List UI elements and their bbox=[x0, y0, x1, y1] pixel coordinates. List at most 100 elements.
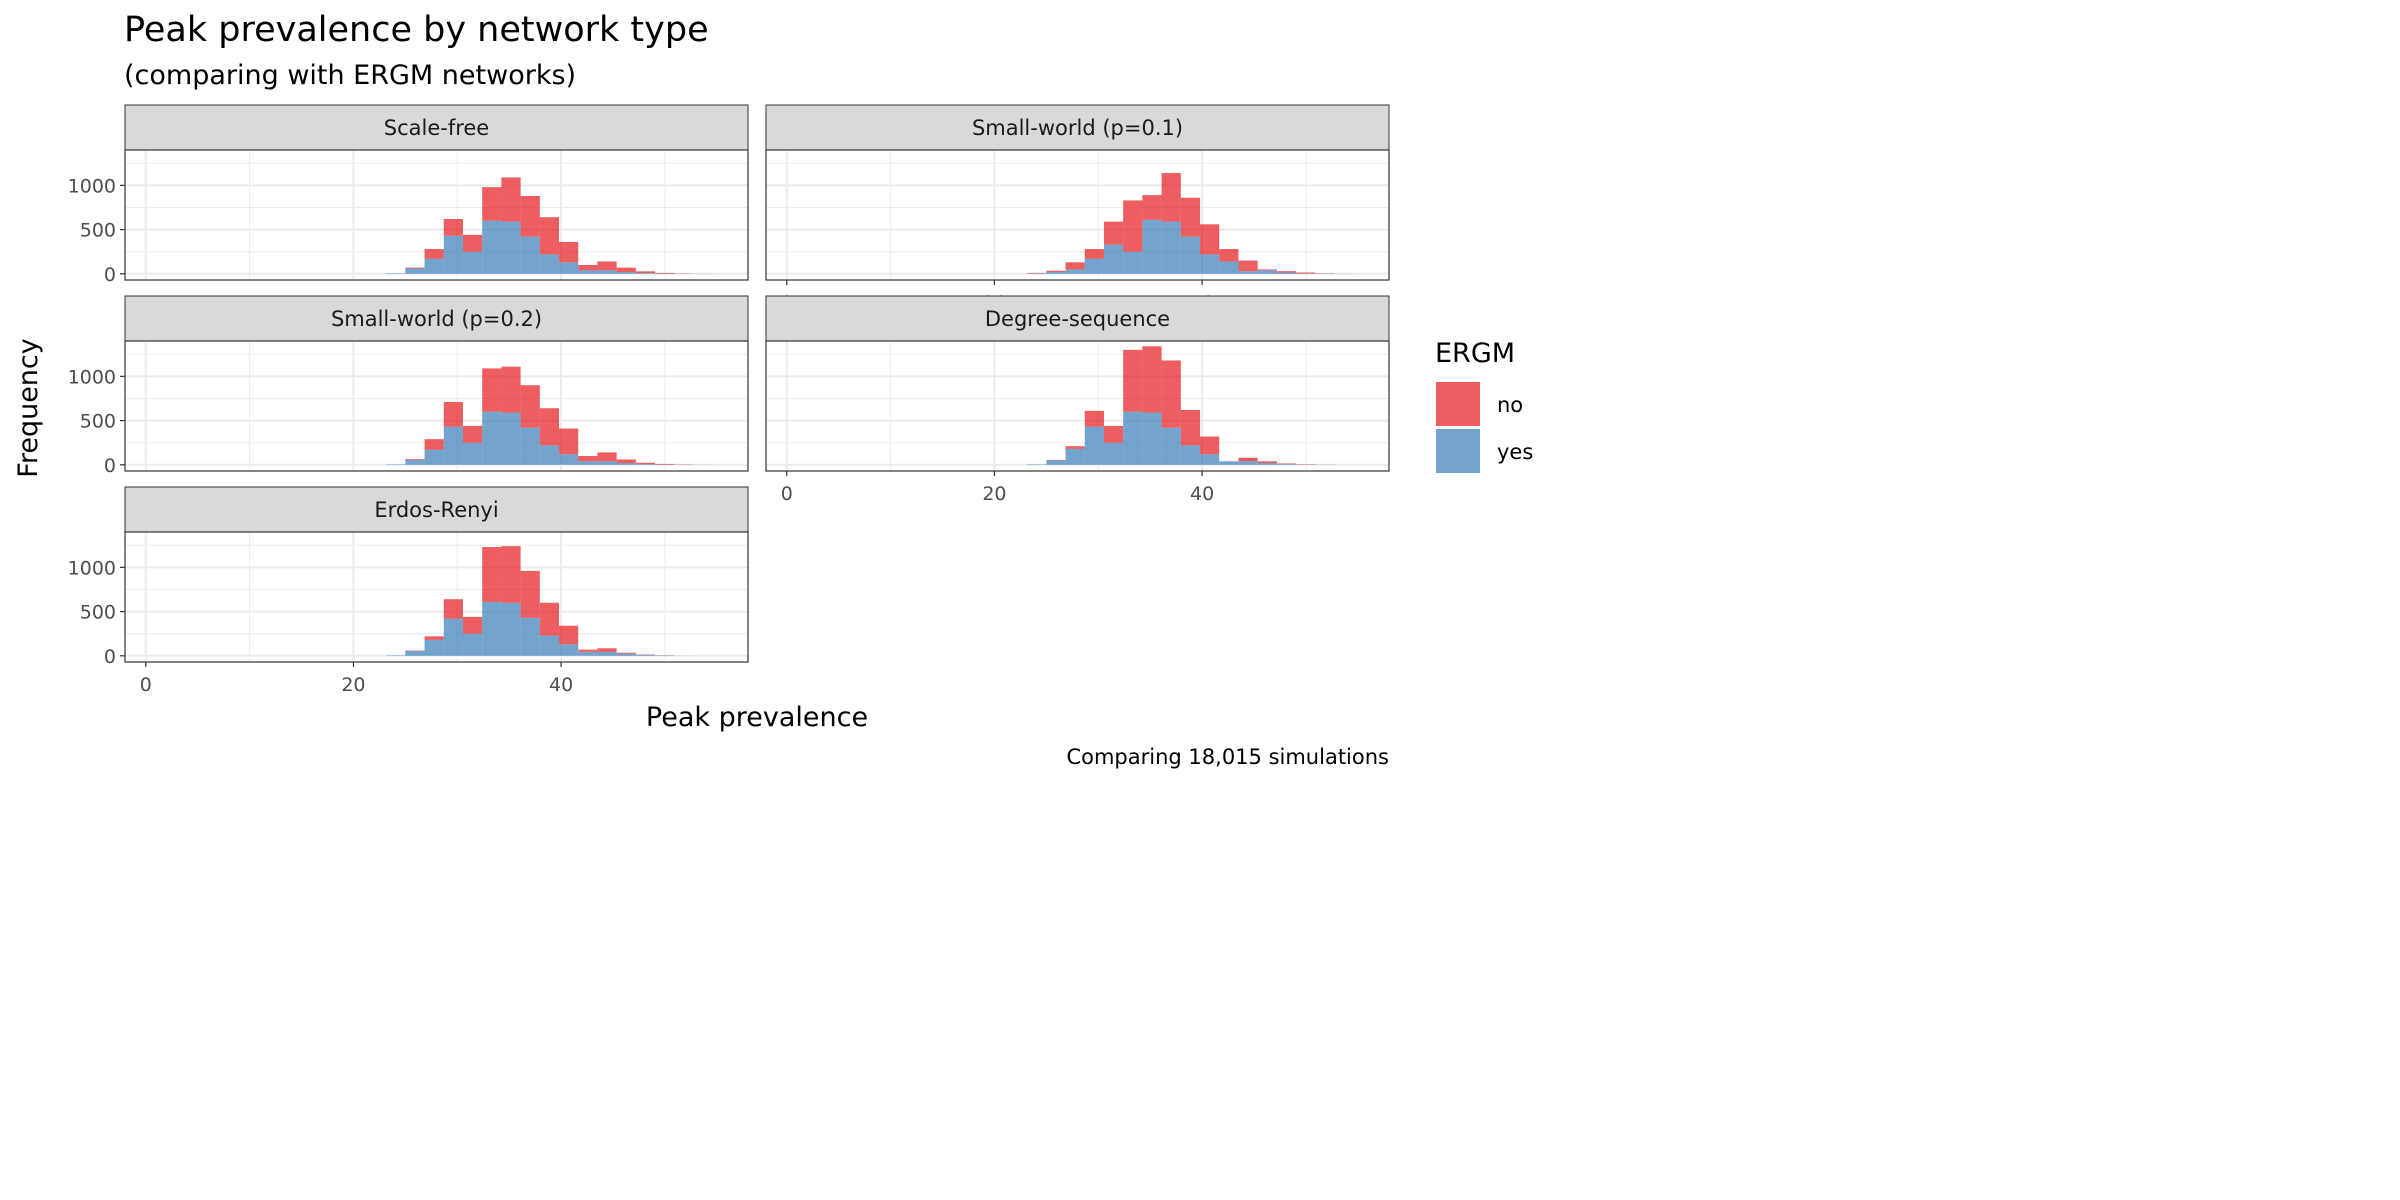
y-tick-label: 1000 bbox=[68, 175, 116, 197]
bar-yes bbox=[520, 617, 540, 656]
bar-yes bbox=[482, 601, 502, 656]
bar-yes bbox=[559, 262, 579, 274]
chart-root: Peak prevalence by network type (compari… bbox=[0, 0, 1545, 777]
x-tick-label: 0 bbox=[781, 483, 793, 505]
facet-strip-label: Scale-free bbox=[384, 116, 489, 140]
bar-yes bbox=[1238, 271, 1258, 274]
bar-no bbox=[1103, 425, 1124, 443]
bar-yes bbox=[462, 251, 483, 274]
bar-no bbox=[539, 217, 560, 255]
bar-yes bbox=[539, 635, 560, 656]
y-tick-label: 0 bbox=[104, 264, 116, 286]
bar-yes bbox=[616, 653, 636, 656]
facet-panel: Erdos-Renyi 0 500 1000 0 20 40 bbox=[68, 486, 749, 696]
x-tick-label: 40 bbox=[549, 674, 573, 696]
bar-no bbox=[1296, 272, 1316, 274]
bar-yes bbox=[1257, 270, 1277, 274]
bar-no bbox=[597, 452, 617, 462]
bar-yes bbox=[520, 236, 540, 274]
bar-yes bbox=[405, 268, 425, 274]
bar-yes bbox=[520, 427, 540, 465]
panels-layer: Scale-free 0 500 1000 Small-world (p=0.1) 0 20… bbox=[68, 104, 1390, 696]
facet-strip bbox=[124, 295, 749, 342]
bar-yes bbox=[616, 272, 636, 274]
bar-no bbox=[1200, 224, 1220, 255]
y-tick-label: 500 bbox=[80, 602, 116, 624]
facet-strip bbox=[124, 104, 749, 151]
facet-strip-label: Small-world (p=0.1) bbox=[972, 116, 1183, 140]
bar-no bbox=[1142, 346, 1162, 413]
legend-label-no: no bbox=[1497, 393, 1523, 417]
bar-no bbox=[424, 636, 444, 640]
bar-no bbox=[424, 439, 444, 450]
panel-border bbox=[124, 149, 749, 281]
legend-label-yes: yes bbox=[1497, 440, 1533, 464]
facet-strip-label: Small-world (p=0.2) bbox=[331, 307, 542, 331]
bar-no bbox=[1219, 249, 1239, 262]
bar-no bbox=[482, 547, 502, 602]
bar-yes bbox=[1257, 463, 1277, 465]
bar-yes bbox=[1142, 219, 1162, 274]
bar-no bbox=[1257, 269, 1277, 271]
bar-no bbox=[443, 599, 463, 619]
facet-strip-label: Erdos-Renyi bbox=[374, 498, 498, 522]
bar-no bbox=[616, 267, 636, 273]
bar-no bbox=[597, 261, 617, 271]
bar-yes bbox=[482, 411, 502, 465]
x-tick-label: 20 bbox=[341, 674, 365, 696]
bar-no bbox=[635, 462, 656, 465]
bar-no bbox=[616, 459, 636, 464]
bar-no bbox=[539, 602, 560, 636]
bar-yes bbox=[559, 454, 579, 465]
bar-yes bbox=[578, 651, 598, 656]
chart-subtitle: (comparing with ERGM networks) bbox=[124, 60, 576, 91]
legend-key-yes bbox=[1436, 429, 1480, 473]
bar-yes bbox=[635, 464, 656, 465]
bar-no bbox=[635, 271, 656, 274]
bar-yes bbox=[1142, 412, 1162, 465]
bar-yes bbox=[443, 618, 463, 656]
bar-yes bbox=[1161, 221, 1181, 274]
y-tick-label: 1000 bbox=[68, 366, 116, 388]
bar-yes bbox=[405, 459, 425, 465]
x-axis-label: Peak prevalence bbox=[646, 702, 868, 733]
bar-no bbox=[616, 652, 636, 654]
bar-yes bbox=[597, 651, 617, 656]
bar-no bbox=[1065, 446, 1085, 449]
bar-yes bbox=[1065, 269, 1085, 274]
bar-yes bbox=[1123, 411, 1143, 465]
bar-yes bbox=[1200, 254, 1220, 274]
bar-no bbox=[1238, 260, 1258, 272]
bar-no bbox=[462, 616, 483, 634]
bar-no bbox=[482, 187, 502, 221]
legend-key-no bbox=[1436, 382, 1480, 426]
bar-no bbox=[1123, 349, 1143, 412]
bar-no bbox=[1123, 200, 1143, 252]
chart-title: Peak prevalence by network type bbox=[124, 10, 709, 50]
bar-yes bbox=[578, 461, 598, 465]
chart-svg: Peak prevalence by network type (compari… bbox=[13, 10, 1533, 769]
bar-no bbox=[578, 649, 598, 652]
bar-no bbox=[462, 234, 483, 252]
bar-yes bbox=[462, 442, 483, 465]
bar-yes bbox=[539, 445, 560, 465]
bar-no bbox=[501, 366, 521, 413]
x-tick-label: 40 bbox=[1190, 483, 1214, 505]
x-tick-label: 0 bbox=[140, 674, 152, 696]
bar-no bbox=[1257, 461, 1277, 464]
bar-yes bbox=[443, 235, 463, 274]
bar-no bbox=[1161, 172, 1181, 222]
facet-strip bbox=[765, 295, 1390, 342]
bar-yes bbox=[1123, 251, 1143, 274]
bar-no bbox=[462, 425, 483, 443]
bar-no bbox=[655, 272, 675, 274]
y-tick-label: 0 bbox=[104, 455, 116, 477]
bar-yes bbox=[559, 644, 579, 656]
bar-no bbox=[520, 195, 540, 237]
bar-yes bbox=[424, 449, 444, 465]
y-axis-label: Frequency bbox=[13, 338, 44, 478]
bar-yes bbox=[462, 633, 483, 656]
bar-yes bbox=[501, 602, 521, 656]
bar-yes bbox=[1103, 244, 1124, 274]
bar-no bbox=[578, 455, 598, 462]
